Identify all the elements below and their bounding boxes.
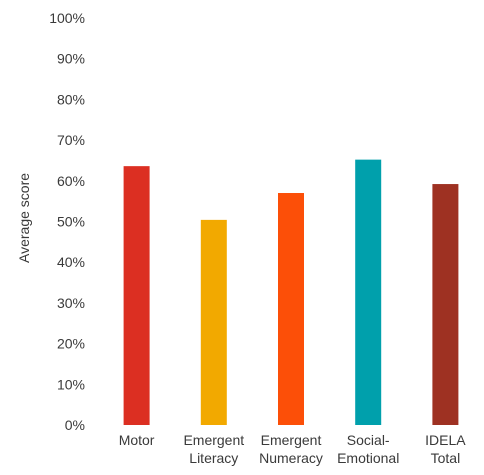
y-tick-label: 100% xyxy=(49,10,85,26)
bar xyxy=(355,159,382,426)
x-tick-label: Emergent Literacy xyxy=(183,432,244,466)
x-axis: Motor Emergent Literacy Emergent Numeracy Soc… xyxy=(119,432,467,466)
bar xyxy=(200,219,227,425)
bar xyxy=(432,184,459,425)
bar xyxy=(123,166,150,425)
bars xyxy=(123,159,459,426)
y-axis: 0% 10% 20% 30% 40% 50% 60% 70% 80% 90% 100% xyxy=(49,10,85,433)
y-tick-label: 30% xyxy=(57,295,85,311)
y-tick-label: 20% xyxy=(57,336,85,352)
y-tick-label: 0% xyxy=(65,417,85,433)
x-tick-label: Emergent Numeracy xyxy=(259,432,323,466)
y-axis-title: Average score xyxy=(16,173,32,263)
y-tick-label: 50% xyxy=(57,214,85,230)
y-tick-label: 80% xyxy=(57,91,85,107)
y-tick-label: 90% xyxy=(57,51,85,67)
x-tick-label: IDELA Total xyxy=(425,432,466,466)
y-tick-label: 40% xyxy=(57,254,85,270)
y-tick-label: 60% xyxy=(57,173,85,189)
x-tick-label: Social-Emotional xyxy=(337,432,399,466)
bar xyxy=(278,193,304,425)
x-tick-label: Motor xyxy=(119,432,155,448)
y-tick-label: 70% xyxy=(57,132,85,148)
y-tick-label: 10% xyxy=(57,376,85,392)
